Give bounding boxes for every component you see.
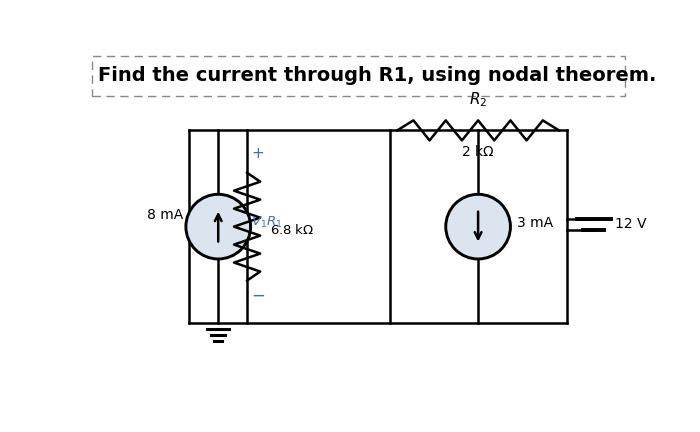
Text: Find the current through R1, using nodal theorem.: Find the current through R1, using nodal…: [99, 66, 657, 85]
Text: 8 mA: 8 mA: [147, 208, 183, 222]
Text: $2\ \mathrm{k\Omega}$: $2\ \mathrm{k\Omega}$: [461, 144, 495, 159]
Text: 3 mA: 3 mA: [517, 216, 553, 230]
Text: $6.8\ \mathrm{k\Omega}$: $6.8\ \mathrm{k\Omega}$: [270, 223, 314, 238]
Ellipse shape: [446, 194, 510, 259]
Text: 12 V: 12 V: [615, 217, 647, 231]
Text: $V_1R_1$: $V_1R_1$: [251, 215, 283, 230]
Text: $R_2$: $R_2$: [469, 90, 487, 109]
Text: −: −: [251, 287, 265, 305]
Text: +: +: [251, 146, 264, 161]
FancyBboxPatch shape: [92, 56, 625, 96]
Ellipse shape: [186, 194, 251, 259]
